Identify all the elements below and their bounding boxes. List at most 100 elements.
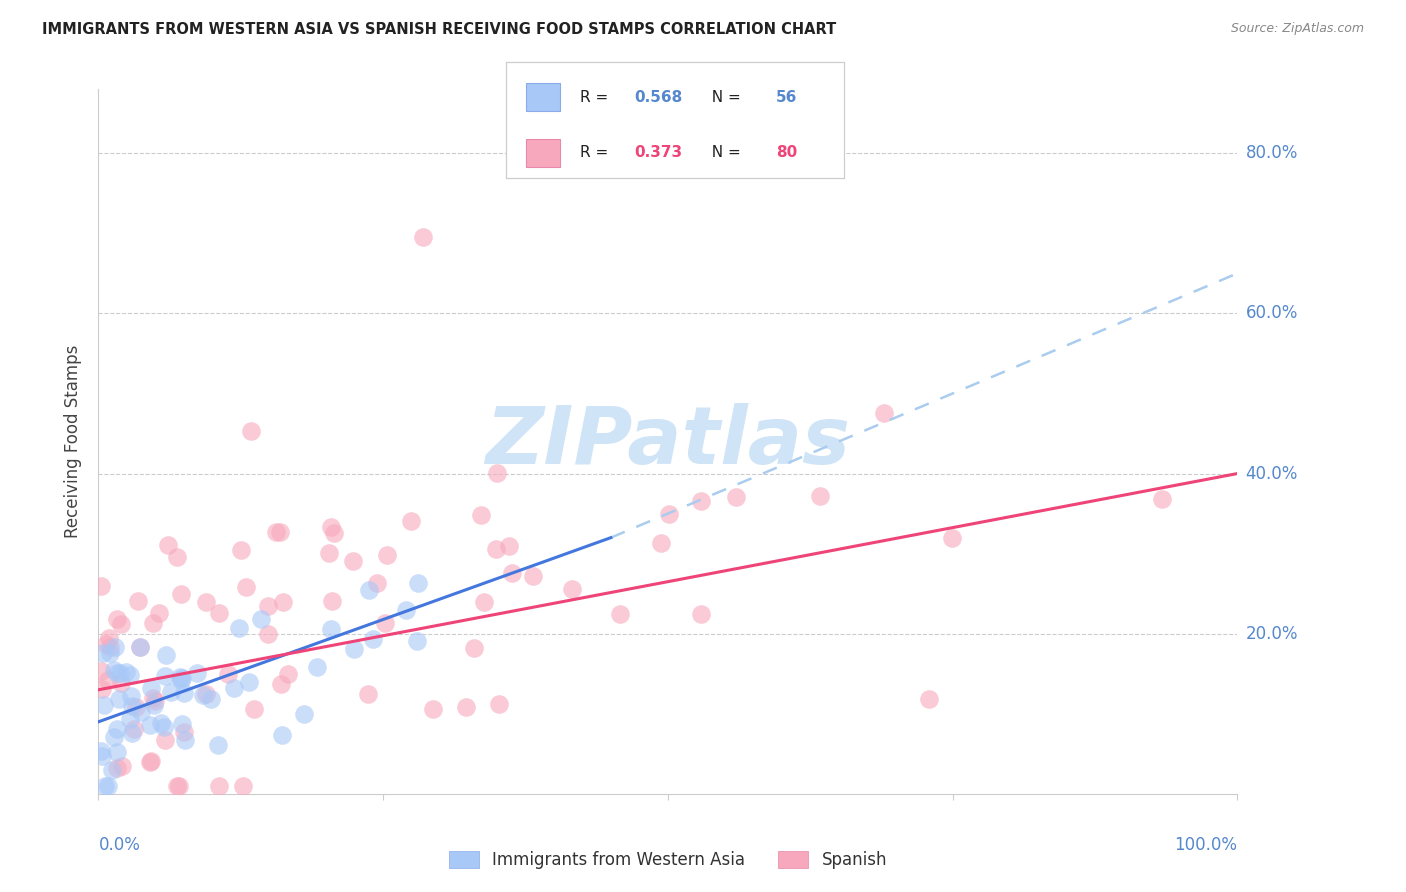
Point [250, 612, 273, 626]
Point [271, 595, 294, 609]
Point [141, 681, 163, 695]
Point [129, 640, 152, 655]
Point [91, 681, 114, 696]
Point [501, 566, 523, 580]
Point [101, 763, 124, 777]
Point [463, 641, 485, 656]
Text: 40.0%: 40.0% [1246, 465, 1298, 483]
Point [121, 699, 143, 714]
Point [257, 627, 280, 641]
Point [342, 554, 364, 568]
Text: IMMIGRANTS FROM WESTERN ASIA VS SPANISH RECEIVING FOOD STAMPS CORRELATION CHART: IMMIGRANTS FROM WESTERN ASIA VS SPANISH … [42, 22, 837, 37]
Point [155, 648, 177, 662]
Point [195, 687, 218, 701]
Y-axis label: Receiving Food Stamps: Receiving Food Stamps [65, 345, 83, 538]
Point [650, 536, 672, 550]
Point [159, 685, 181, 699]
FancyBboxPatch shape [526, 139, 560, 167]
Point [97, 673, 120, 688]
Point [169, 670, 191, 684]
Point [139, 755, 162, 769]
Text: 0.373: 0.373 [634, 145, 682, 161]
Point [405, 633, 427, 648]
Point [127, 594, 149, 608]
Point [122, 722, 145, 736]
Point [239, 424, 262, 438]
Point [454, 700, 477, 714]
Point [142, 615, 165, 630]
Point [238, 675, 260, 690]
Point [98, 640, 121, 654]
Text: R =: R = [581, 90, 613, 104]
Point [142, 698, 165, 713]
Point [808, 489, 831, 503]
Point [270, 677, 292, 691]
Point [232, 779, 254, 793]
Point [292, 707, 315, 722]
Point [689, 493, 711, 508]
Point [609, 607, 631, 622]
Text: 80.0%: 80.0% [1246, 145, 1298, 162]
Point [139, 718, 162, 732]
Point [873, 406, 896, 420]
Point [256, 599, 278, 614]
Point [486, 466, 509, 480]
Point [153, 733, 176, 747]
Point [118, 668, 141, 682]
Text: R =: R = [581, 145, 613, 161]
Point [167, 779, 190, 793]
Point [173, 686, 195, 700]
Point [1152, 491, 1174, 506]
Point [488, 698, 510, 712]
Point [321, 519, 343, 533]
Text: 56: 56 [776, 90, 797, 104]
Point [195, 595, 218, 609]
Point [98, 632, 121, 646]
Point [90, 579, 112, 593]
Point [170, 673, 193, 687]
Point [148, 606, 170, 620]
Point [207, 738, 229, 752]
Point [394, 603, 416, 617]
Point [173, 733, 195, 747]
Point [166, 779, 188, 793]
Point [90, 664, 112, 678]
Point [321, 594, 343, 608]
Point [270, 728, 292, 742]
Point [91, 646, 114, 660]
Point [97, 779, 120, 793]
Point [343, 642, 366, 657]
Point [142, 690, 165, 705]
Point [277, 667, 299, 681]
Point [422, 702, 444, 716]
Point [105, 761, 128, 775]
Point [228, 621, 250, 635]
Point [412, 230, 434, 244]
Point [105, 745, 128, 759]
Point [231, 543, 253, 558]
Point [375, 548, 398, 562]
Point [359, 583, 381, 598]
Text: 20.0%: 20.0% [1246, 624, 1298, 643]
Legend: Immigrants from Western Asia, Spanish: Immigrants from Western Asia, Spanish [440, 842, 896, 877]
Point [129, 640, 152, 655]
Point [658, 507, 681, 521]
Point [200, 692, 222, 706]
Point [941, 531, 963, 545]
Point [725, 490, 748, 504]
Point [208, 779, 231, 793]
Point [107, 691, 129, 706]
Point [111, 758, 134, 772]
Point [522, 569, 544, 583]
Point [323, 526, 346, 541]
Point [118, 712, 141, 726]
Point [266, 524, 288, 539]
Point [110, 676, 132, 690]
Point [561, 582, 583, 597]
Point [170, 586, 193, 600]
Point [472, 595, 495, 609]
Point [105, 665, 128, 680]
Text: ZIPatlas: ZIPatlas [485, 402, 851, 481]
Point [103, 663, 125, 677]
Text: N =: N = [702, 145, 745, 161]
